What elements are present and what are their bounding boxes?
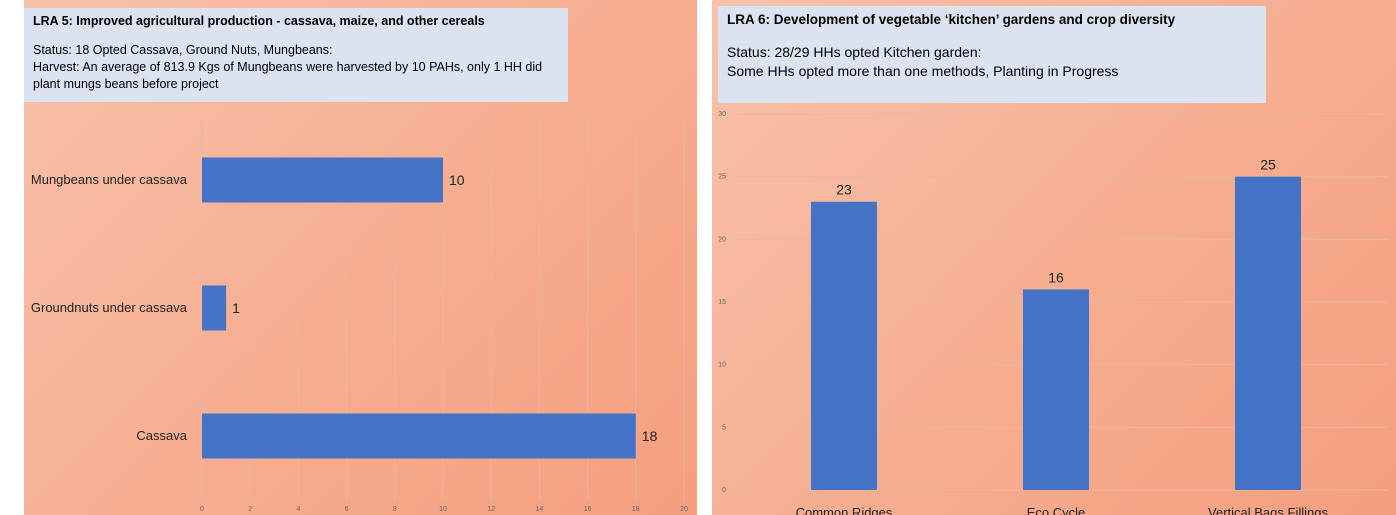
- lra5-status-line: Status: 18 Opted Cassava, Ground Nuts, M…: [33, 43, 333, 57]
- x-tick-label: 10: [439, 506, 447, 513]
- y-tick-label: 10: [718, 362, 726, 369]
- data-label: 16: [1048, 269, 1064, 285]
- category-label: Common Ridges: [796, 505, 893, 515]
- bar: [202, 157, 443, 203]
- lra5-chart-panel: 0 2 4 6 8 10 12 14 16 18 20 Mungbeans under cassava…: [24, 0, 697, 515]
- bar: [1023, 289, 1089, 490]
- lra6-note-line: Some HHs opted more than one methods, Pl…: [727, 63, 1119, 79]
- bar: [1235, 176, 1301, 490]
- x-tick-label: 20: [680, 506, 688, 513]
- y-tick-label: 5: [722, 424, 726, 431]
- bar: [202, 413, 636, 459]
- lra6-title: LRA 6: Development of vegetable ‘kitchen…: [727, 12, 1176, 27]
- x-tick-label: 2: [248, 506, 252, 513]
- data-label: 23: [836, 182, 852, 198]
- data-label: 10: [449, 172, 465, 188]
- lra6-chart-panel: 0 5 10 15 20 25 30 23 Common Ridges 16 Eco Cycle 25…: [712, 0, 1396, 515]
- x-tick-label: 8: [393, 506, 397, 513]
- lra5-bar-chart: 0 2 4 6 8 10 12 14 16 18 20 Mungbeans under cassava…: [31, 118, 688, 513]
- data-label: 18: [642, 428, 658, 444]
- bar: [811, 201, 877, 490]
- x-tick-label: 0: [200, 506, 204, 513]
- category-label: Eco Cycle: [1027, 505, 1086, 515]
- category-label: Mungbeans under cassava: [31, 172, 188, 187]
- y-tick-label: 30: [718, 111, 726, 118]
- x-tick-label: 14: [536, 506, 544, 513]
- lra6-bar-chart: 0 5 10 15 20 25 30 23 Common Ridges 16 Eco Cycle 25…: [718, 111, 1388, 515]
- category-label: Groundnuts under cassava: [31, 300, 188, 315]
- x-tick-label: 16: [584, 506, 592, 513]
- x-tick-label: 4: [296, 506, 300, 513]
- y-tick-label: 15: [718, 299, 726, 306]
- x-tick-label: 18: [632, 506, 640, 513]
- lra5-title: LRA 5: Improved agricultural production …: [33, 14, 485, 28]
- lra5-header: LRA 5: Improved agricultural production …: [24, 8, 568, 102]
- bar: [202, 285, 227, 331]
- category-label: Cassava: [136, 428, 187, 443]
- x-tick-label: 6: [345, 506, 349, 513]
- lra5-harvest-line: Harvest: An average of 813.9 Kgs of Mung…: [33, 60, 543, 74]
- y-tick-label: 25: [718, 174, 726, 181]
- y-tick-label: 0: [722, 487, 726, 494]
- lra5-harvest-line-continued: plant mungs beans before project: [33, 77, 219, 91]
- x-tick-label: 12: [487, 506, 495, 513]
- data-label: 25: [1260, 157, 1276, 173]
- data-label: 1: [232, 300, 240, 316]
- y-tick-label: 20: [718, 236, 726, 243]
- lra6-header: LRA 6: Development of vegetable ‘kitchen…: [718, 6, 1266, 103]
- category-label: Vertical Bags Fillings: [1208, 505, 1328, 515]
- lra6-status-line: Status: 28/29 HHs opted Kitchen garden:: [727, 44, 982, 60]
